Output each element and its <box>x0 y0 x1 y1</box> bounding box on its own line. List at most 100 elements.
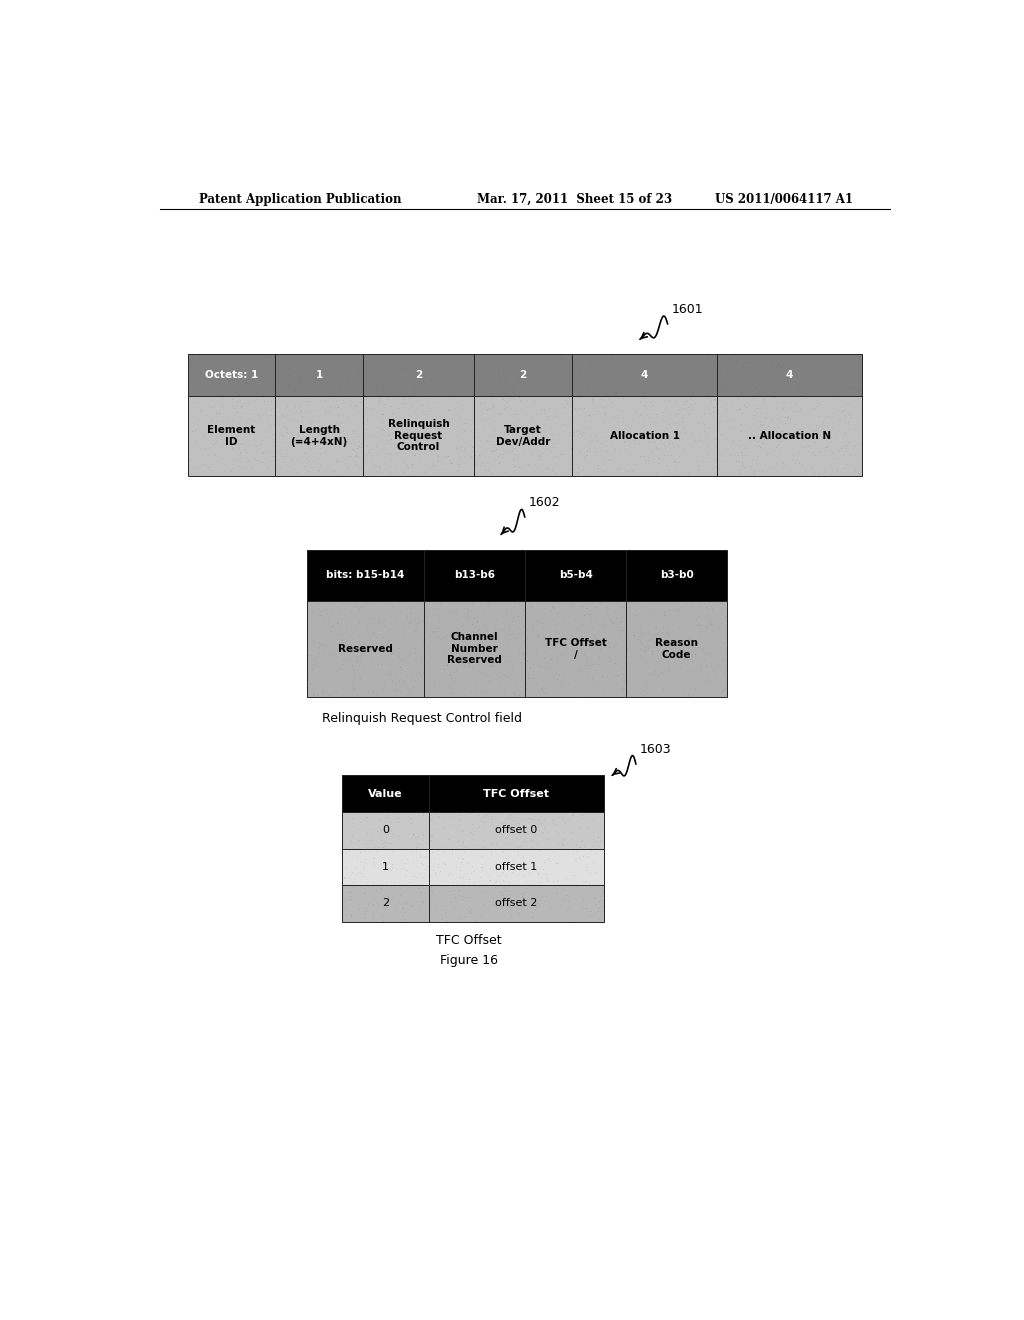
Point <box>419 606 435 627</box>
Text: Reserved: Reserved <box>338 644 393 653</box>
Point <box>760 414 776 436</box>
Point <box>712 639 728 660</box>
Point <box>774 355 791 376</box>
Point <box>495 841 511 862</box>
Point <box>670 421 686 442</box>
Point <box>485 440 502 461</box>
Point <box>638 381 654 403</box>
Point <box>428 684 444 705</box>
Point <box>344 671 360 692</box>
Point <box>581 375 597 396</box>
Point <box>522 591 539 612</box>
Point <box>549 887 565 908</box>
Point <box>537 616 553 638</box>
Point <box>634 622 650 643</box>
Point <box>601 669 617 690</box>
Point <box>666 450 682 471</box>
Point <box>426 350 442 371</box>
Point <box>513 652 529 673</box>
Point <box>364 399 380 420</box>
Point <box>514 895 530 916</box>
Point <box>334 630 350 651</box>
Point <box>628 605 644 626</box>
Point <box>430 381 446 403</box>
Point <box>851 371 867 392</box>
Point <box>396 451 413 473</box>
Point <box>808 392 824 413</box>
Point <box>595 378 611 399</box>
Point <box>793 384 809 405</box>
Point <box>680 403 696 424</box>
Point <box>289 462 305 483</box>
Point <box>463 863 479 884</box>
Point <box>361 882 378 903</box>
Point <box>654 678 671 700</box>
Point <box>646 660 663 681</box>
Point <box>288 426 304 447</box>
Point <box>367 624 383 645</box>
Point <box>251 366 267 387</box>
Point <box>529 906 546 927</box>
Point <box>658 622 675 643</box>
Point <box>190 347 207 368</box>
Point <box>440 610 457 631</box>
Point <box>483 433 500 454</box>
Point <box>645 411 662 432</box>
Point <box>429 896 445 917</box>
Point <box>419 616 435 638</box>
Point <box>415 803 431 824</box>
Point <box>341 867 357 888</box>
Point <box>348 858 365 879</box>
Point <box>228 401 245 422</box>
Point <box>356 907 373 928</box>
Point <box>444 408 461 429</box>
Point <box>749 376 765 397</box>
Point <box>424 841 440 862</box>
Point <box>727 450 743 471</box>
Point <box>811 366 827 387</box>
Point <box>423 441 439 462</box>
Point <box>396 902 413 923</box>
Point <box>232 408 249 429</box>
Point <box>389 615 406 636</box>
Point <box>469 858 485 879</box>
Point <box>340 457 356 478</box>
Point <box>584 593 600 614</box>
Point <box>359 367 376 388</box>
Point <box>670 372 686 393</box>
Point <box>352 392 369 413</box>
Point <box>587 597 603 618</box>
Point <box>614 411 631 432</box>
Point <box>345 673 361 694</box>
Point <box>553 643 569 664</box>
Point <box>338 857 354 878</box>
Point <box>458 350 474 371</box>
Point <box>635 428 651 449</box>
Point <box>337 898 353 919</box>
Point <box>473 857 489 878</box>
Point <box>537 682 553 704</box>
Point <box>230 434 247 455</box>
Point <box>678 594 694 615</box>
Point <box>671 599 687 620</box>
Point <box>541 376 557 397</box>
Point <box>851 379 867 400</box>
Point <box>348 441 365 462</box>
Point <box>464 657 480 678</box>
Point <box>829 458 846 479</box>
Point <box>667 648 683 669</box>
Point <box>256 391 272 412</box>
Point <box>518 425 535 446</box>
Point <box>578 602 594 623</box>
Point <box>345 421 361 442</box>
Point <box>626 364 642 385</box>
Point <box>445 661 462 682</box>
Point <box>647 618 664 639</box>
Point <box>261 351 278 372</box>
Point <box>207 444 223 465</box>
Point <box>402 603 419 624</box>
Point <box>358 822 375 843</box>
Point <box>218 429 234 450</box>
Point <box>689 615 706 636</box>
Point <box>521 656 538 677</box>
